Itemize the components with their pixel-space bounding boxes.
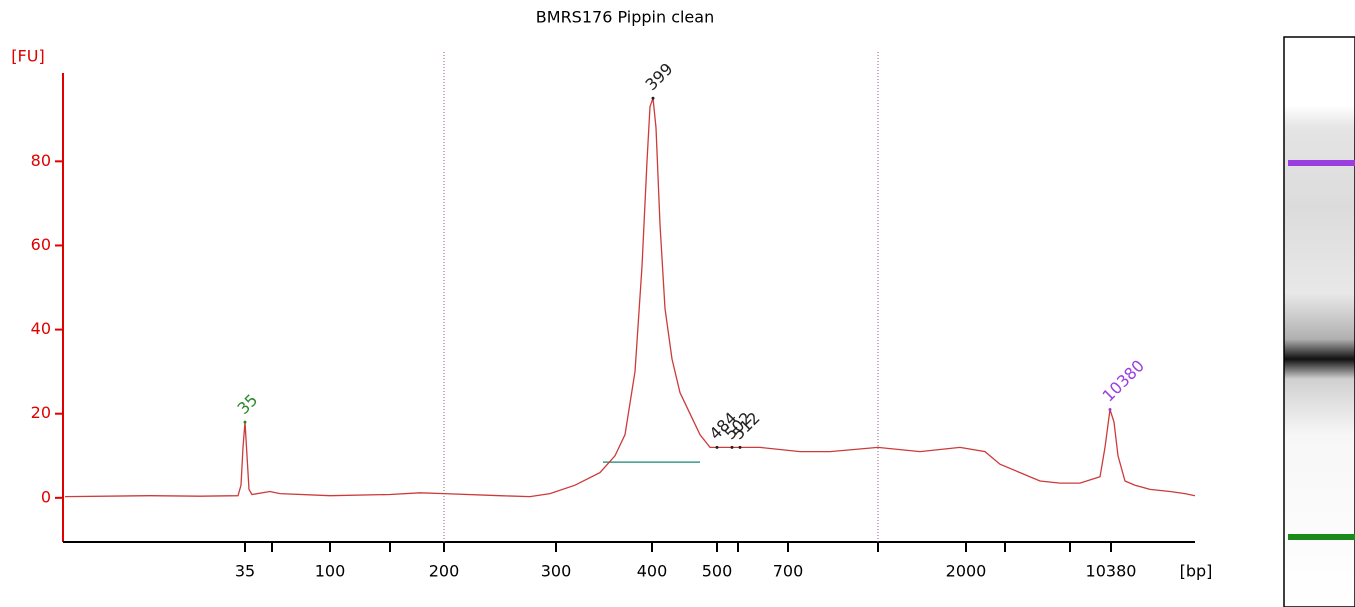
y-tick-label: 20 [31, 403, 51, 422]
peak-marker [730, 445, 734, 449]
y-tick-label: 80 [31, 151, 51, 170]
peak-label: 35 [234, 390, 262, 418]
x-tick-label: 35 [235, 562, 255, 581]
chart-title: BMRS176 Pippin clean [536, 8, 714, 27]
x-tick-label: 300 [541, 562, 572, 581]
x-tick-label: 700 [773, 562, 804, 581]
y-tick-label: 60 [31, 235, 51, 254]
y-tick-label: 0 [41, 487, 51, 506]
y-tick-label: 40 [31, 319, 51, 338]
trace-line [64, 97, 1196, 498]
gel-frame [1283, 36, 1355, 607]
x-tick-label: 100 [315, 562, 346, 581]
x-tick-label: 2000 [946, 562, 987, 581]
peak-marker [651, 96, 655, 100]
upper-marker-band [1288, 160, 1355, 166]
x-tick-label: 400 [637, 562, 668, 581]
lower-marker-band [1288, 534, 1355, 540]
y-axis-label: [FU] [11, 47, 44, 66]
peak-marker [1108, 408, 1112, 412]
gel-lane [1283, 36, 1355, 607]
peak-marker [738, 445, 742, 449]
peak-label: 10380 [1099, 356, 1148, 405]
x-tick-label: 200 [429, 562, 460, 581]
peak-label: 399 [642, 59, 677, 94]
x-tick-label: 10380 [1086, 562, 1137, 581]
peak-marker [243, 420, 247, 424]
x-tick-label: 500 [702, 562, 733, 581]
x-axis-label: [bp] [1180, 562, 1213, 581]
peak-marker [715, 445, 719, 449]
